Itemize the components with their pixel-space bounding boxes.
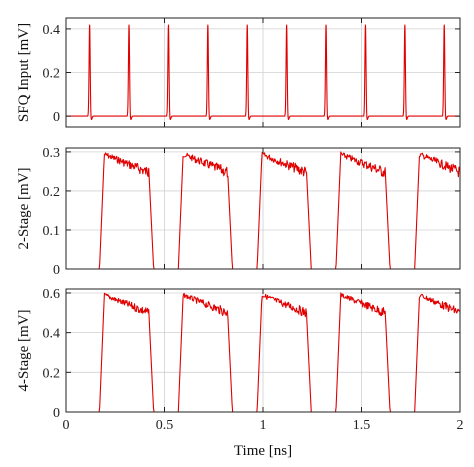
y-tick-label: 0.2	[43, 185, 61, 200]
x-tick-label: 1	[260, 418, 267, 433]
x-axis-label: Time [ns]	[234, 443, 292, 459]
x-tick-label: 0	[63, 418, 70, 433]
panel-2: 0 0.1 0.2 0.3 2-Stage [mV]	[16, 146, 461, 278]
y-tick-label: 0.4	[43, 23, 61, 38]
y-tick-label: 0.2	[43, 366, 61, 381]
panel-1: 0 0.2 0.4 SFQ Input [mV]	[16, 17, 461, 128]
y-axis-label: 4-Stage [mV]	[16, 309, 32, 391]
y-tick-label: 0	[53, 110, 60, 125]
x-tick-label: 0.5	[156, 418, 174, 433]
y-axis-label: SFQ Input [mV]	[16, 23, 32, 122]
panel-3: 0 0.2 0.4 0.6 0 0.5 1 1.5 2 4-Stage [mV]	[16, 287, 464, 433]
y-tick-label: 0.1	[43, 224, 61, 239]
x-tick-label: 1.5	[353, 418, 371, 433]
y-tick-label: 0	[53, 406, 60, 421]
y-tick-label: 0	[53, 263, 60, 278]
y-axis-label: 2-Stage [mV]	[16, 167, 32, 249]
series-line	[65, 24, 461, 121]
y-tick-label: 0.2	[43, 67, 61, 82]
y-tick-label: 0.6	[43, 287, 61, 302]
y-tick-label: 0.4	[43, 327, 61, 342]
y-tick-label: 0.3	[43, 146, 61, 161]
x-tick-label: 2	[457, 418, 464, 433]
